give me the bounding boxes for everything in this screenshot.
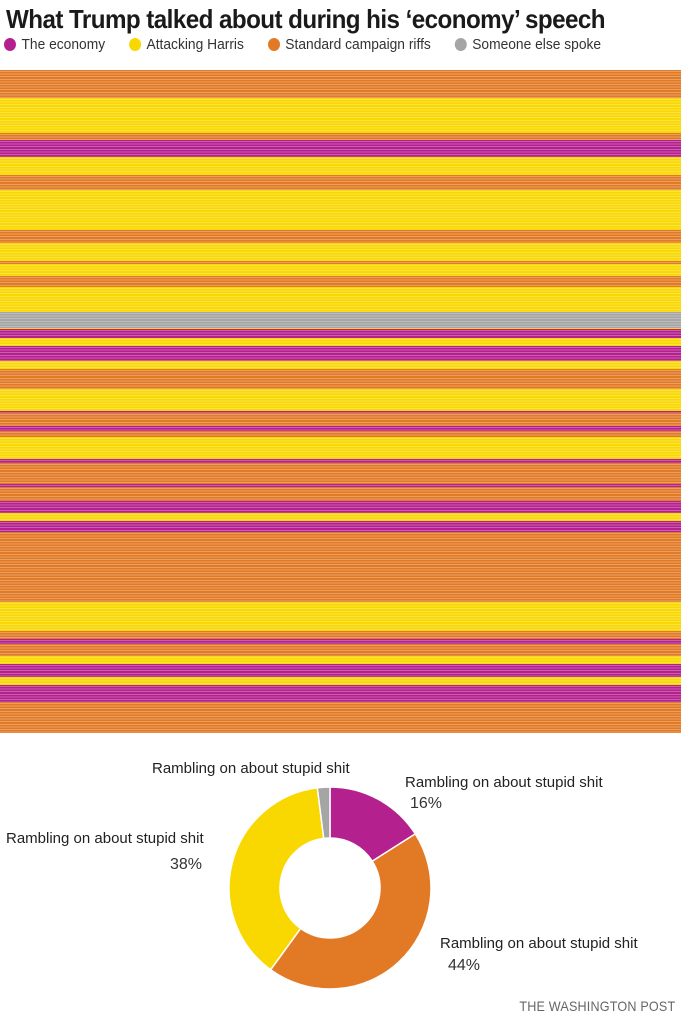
legend-swatch [129, 38, 141, 51]
transcript-segment-harris [0, 602, 681, 632]
slice-label-harris: Rambling on about stupid shit [6, 830, 204, 847]
transcript-segment-riffs [0, 275, 681, 287]
transcript-segment-other [0, 311, 681, 328]
transcript-segment-economy [0, 425, 681, 431]
credit: THE WASHINGTON POST [518, 998, 675, 1014]
transcript-segment-economy [0, 328, 681, 338]
transcript-segment-economy [0, 664, 681, 677]
legend-swatch [267, 38, 280, 51]
transcript-segment-riffs [0, 631, 681, 640]
transcript-segment-economy [0, 458, 681, 463]
legend: The economy Attacking Harris Standard ca… [4, 36, 601, 53]
legend-item-economy: The economy [4, 36, 105, 53]
transcript-segment-economy [0, 639, 681, 645]
transcript-segment-economy [0, 484, 681, 488]
transcript-segment-harris [0, 327, 681, 329]
transcript-segment-harris [0, 436, 681, 459]
transcript-segment-riffs [0, 260, 681, 264]
chart-title: What Trump talked about during his ‘econ… [6, 4, 606, 34]
transcript-segment-economy [0, 521, 681, 533]
donut-chart [228, 786, 432, 990]
transcript-bands [0, 70, 681, 733]
transcript-segment-harris [0, 286, 681, 312]
transcript-segment-riffs [0, 368, 681, 389]
transcript-segment-harris [0, 190, 681, 231]
transcript-segment-riffs [0, 701, 681, 733]
transcript-segment-riffs [0, 133, 681, 141]
transcript-segment-riffs [0, 230, 681, 244]
legend-label: Someone else spoke [472, 36, 602, 53]
transcript-segment-economy [0, 410, 681, 413]
transcript-segment-harris [0, 388, 681, 411]
slice-label-other: Rambling on about stupid shit [152, 760, 350, 777]
donut-slice-harris [228, 786, 325, 971]
legend-swatch [4, 38, 16, 51]
transcript-segment-riffs [0, 175, 681, 191]
slice-label-riffs: Rambling on about stupid shit [440, 935, 638, 952]
transcript-segment-riffs [0, 487, 681, 502]
transcript-segment-economy [0, 684, 681, 702]
legend-swatch [454, 38, 467, 51]
transcript-segment-harris [0, 676, 681, 685]
transcript-segment-riffs [0, 644, 681, 657]
slice-label-economy: Rambling on about stupid shit [405, 774, 603, 791]
legend-label: Standard campaign riffs [285, 36, 431, 53]
transcript-segment-riffs [0, 462, 681, 485]
transcript-segment-harris [0, 337, 681, 346]
transcript-segment-economy [0, 345, 681, 361]
transcript-segment-riffs [0, 430, 681, 437]
transcript-segment-riffs [0, 532, 681, 603]
slice-value-harris: 38% [170, 856, 203, 873]
slice-value-economy: 16% [410, 795, 443, 812]
transcript-segment-economy [0, 140, 681, 158]
transcript-segment-riffs [0, 412, 681, 426]
transcript-segment-economy [0, 501, 681, 514]
legend-label: The economy [21, 36, 106, 53]
transcript-segment-harris [0, 98, 681, 134]
legend-item-harris: Attacking Harris [129, 36, 244, 53]
transcript-segment-harris [0, 360, 681, 369]
transcript-segment-riffs [0, 70, 681, 99]
transcript-segment-harris [0, 157, 681, 176]
donut-slice-riffs [269, 832, 432, 990]
transcript-segment-harris [0, 513, 681, 522]
transcript-segment-harris [0, 263, 681, 276]
legend-label: Attacking Harris [146, 36, 244, 53]
slice-value-riffs: 44% [448, 957, 481, 974]
legend-item-other: Someone else spoke [454, 36, 602, 53]
donut-slice-other [316, 786, 331, 840]
transcript-segment-harris [0, 656, 681, 665]
transcript-segment-harris [0, 243, 681, 261]
legend-item-riffs: Standard campaign riffs [267, 36, 431, 53]
